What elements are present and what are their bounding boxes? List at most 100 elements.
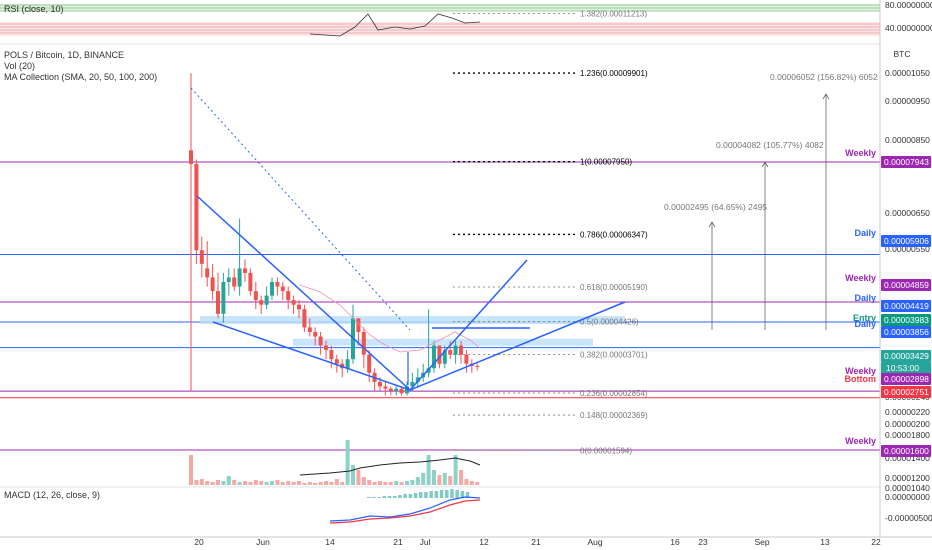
price-tag-label: 0.00002751 (884, 387, 929, 397)
price-axis[interactable]: 0.00001050 0.00000950 0.00000850 0.00000650… (879, 0, 931, 537)
price-tick-label: 0.00001400 (885, 453, 930, 463)
price-tag (881, 314, 931, 326)
volume-ma-line (299, 457, 481, 476)
macd-histogram-bar (424, 492, 428, 498)
price-tag (881, 326, 931, 338)
ma-label: MA Collection (SMA, 20, 50, 100, 200) (4, 72, 157, 82)
time-axis[interactable]: 20 Jun 14 21 Jul 12 21 Aug 16 23 Sep 13 22 (0, 536, 932, 547)
volume-bar (226, 476, 231, 485)
price-tick-label: 0.00000850 (885, 135, 930, 145)
volume-bar (270, 481, 274, 485)
volume-bar (329, 482, 334, 485)
macd-histogram-bar (434, 491, 439, 498)
level-label: Daily (854, 319, 876, 329)
time-tick-label: 13 (820, 537, 830, 547)
volume-bar (199, 479, 204, 485)
candle-body (232, 277, 237, 287)
volume-bar (475, 482, 480, 485)
price-tick-label: 0.00000200 (885, 419, 930, 429)
price-tick-label: 0.00000950 (885, 96, 930, 106)
vol-label: Vol (20) (4, 61, 35, 71)
price-tag-label: 0.00001600 (884, 446, 929, 456)
target-arrowhead (708, 221, 716, 228)
volume-bar (437, 475, 442, 485)
rsi-tick-label: 40.00000000 (885, 23, 932, 33)
time-tick-label: 22 (871, 537, 881, 547)
fib-level-label: 0.382(0.00003701) (580, 351, 648, 360)
macd-histogram-bar (387, 496, 392, 498)
time-tick-label: 21 (393, 537, 403, 547)
price-tag (881, 279, 931, 291)
fib-level-label: 1.236(0.00009901) (580, 69, 648, 78)
level-label: Daily (854, 293, 876, 303)
volume-bar (410, 480, 415, 485)
volume-bar (210, 482, 215, 485)
candle-body (394, 388, 399, 391)
price-tag (881, 445, 931, 457)
volume-bar (324, 481, 328, 485)
fib-level-label: 1.382(0.00011213) (580, 10, 647, 19)
candle-body (210, 277, 215, 292)
macd-tick-label: 0.00000000 (885, 492, 930, 502)
target-arrowhead (822, 93, 830, 100)
candle-body (399, 388, 404, 394)
macd-histogram-bar (398, 495, 402, 498)
candle-body (253, 291, 258, 301)
price-tag-label: 0.00007943 (884, 157, 929, 167)
candle-body (226, 277, 231, 283)
candle-body (270, 282, 274, 296)
price-tag (881, 235, 931, 247)
price-tag-label: 0.00004859 (884, 280, 929, 290)
time-tick-label: 23 (698, 537, 708, 547)
volume-bar (205, 481, 210, 485)
level-label: Weekly (845, 273, 876, 283)
volume-bar (453, 455, 458, 485)
target-label: 0.00002495 (64.65%) 2495 (664, 202, 767, 212)
price-tag-label: 0.00003856 (884, 327, 929, 337)
fib-level-label: 1(0.00007950) (580, 158, 632, 167)
volume-bar (378, 481, 382, 485)
time-tick-label: Jul (420, 537, 431, 547)
candle-body (378, 381, 382, 387)
time-tick-label: Jun (256, 537, 270, 547)
volume-bar (286, 481, 291, 485)
macd-histogram-bar (372, 497, 376, 498)
price-tick-label: 0.00000650 (885, 208, 930, 218)
fib-level-label: 0.148(0.00002369) (580, 411, 648, 420)
volume-bar (356, 470, 361, 485)
candle-body (459, 345, 463, 355)
candle-body (405, 386, 409, 394)
level-label: Entry (853, 313, 876, 323)
volume-bar (405, 481, 409, 485)
price-tag (881, 373, 931, 385)
candle-body (297, 304, 301, 310)
candle-body (437, 345, 442, 364)
target-label: 0.00004082 (105.77%) 4082 (716, 140, 824, 150)
time-tick-label: 16 (670, 537, 680, 547)
volume-bar (345, 440, 350, 485)
volume-bar (313, 483, 318, 485)
volume-bar (318, 482, 323, 485)
candle-body (243, 268, 247, 273)
price-tag (881, 386, 931, 398)
macd-histogram-bar (465, 492, 470, 498)
trendline (212, 321, 411, 391)
trendline (409, 301, 626, 391)
volume-bar (280, 482, 285, 485)
macd-histogram-bar (439, 490, 444, 498)
volume-bar (275, 480, 280, 485)
target-arrowhead (761, 161, 769, 168)
time-tick-label: 14 (325, 537, 335, 547)
volume-bar (248, 482, 253, 485)
macd-histogram-bar (367, 497, 371, 498)
macd-histogram-bar (419, 492, 423, 498)
candle-body (448, 350, 453, 355)
macd-line (329, 496, 481, 522)
trendline (409, 259, 528, 391)
candle-body (194, 163, 199, 251)
volume-bar (367, 480, 372, 485)
rsi-line (309, 13, 481, 37)
macd-histogram-bar (429, 491, 433, 498)
candle-body (264, 295, 269, 305)
